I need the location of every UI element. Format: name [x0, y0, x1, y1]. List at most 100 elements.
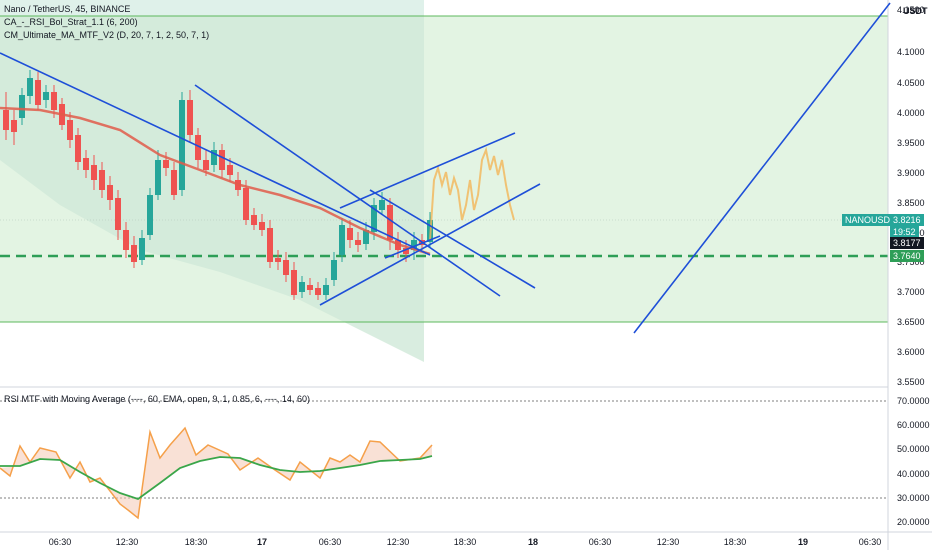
candle-body-50 — [403, 248, 409, 254]
candle-body-33 — [267, 228, 273, 262]
rsi-fill — [0, 428, 432, 518]
channel-line-upper — [339, 132, 516, 209]
price-tick-label: 3.7500 — [897, 257, 925, 267]
channel-cross-line — [369, 189, 536, 289]
indicator-legend-ma[interactable]: CM_Ultimate_MA_MTF_V2 (D, 20, 7, 1, 2, 5… — [4, 30, 210, 40]
time-tick-label: 06:30 — [588, 537, 612, 547]
candle-body-36 — [291, 270, 297, 295]
candle-body-39 — [315, 288, 321, 295]
candle-body-21 — [171, 170, 177, 195]
rsi-tick-label: 40.0000 — [897, 469, 930, 479]
candle-body-41 — [331, 260, 337, 280]
candle-body-18 — [147, 195, 153, 235]
time-tick-label: 18:30 — [184, 537, 208, 547]
candle-body-44 — [355, 240, 361, 245]
candle-body-16 — [131, 245, 137, 262]
time-tick-label: 12:30 — [656, 537, 680, 547]
downtrend-line-upper — [0, 52, 431, 256]
rsi-tick-label: 30.0000 — [897, 493, 930, 503]
price-tick-label: 3.7000 — [897, 287, 925, 297]
candle-body-27 — [219, 150, 225, 170]
candle-body-47 — [379, 200, 385, 210]
price-tick-label: 4.1500 — [897, 5, 925, 15]
time-tick-label: 06:30 — [318, 537, 342, 547]
time-tick-label: 12:30 — [115, 537, 139, 547]
candle-body-48 — [387, 205, 393, 240]
candle-body-34 — [275, 258, 281, 262]
candle-body-1 — [11, 120, 17, 132]
price-tick-label: 3.5500 — [897, 377, 925, 387]
candle-body-19 — [155, 160, 161, 195]
candle-body-43 — [347, 228, 353, 240]
candle-body-8 — [67, 120, 73, 140]
time-tick-label: 18:30 — [723, 537, 747, 547]
moving-average-line — [0, 106, 431, 256]
time-tick-label: 18 — [527, 537, 539, 547]
candle-body-30 — [243, 188, 249, 220]
candle-body-11 — [91, 165, 97, 180]
time-tick-label: 19 — [797, 537, 809, 547]
rsi-tick-label: 60.0000 — [897, 420, 930, 430]
rsi-tick-label: 70.0000 — [897, 396, 930, 406]
candle-body-28 — [227, 165, 233, 175]
candle-body-26 — [211, 150, 217, 165]
symbol-legend[interactable]: Nano / TetherUS, 45, BINANCE — [4, 4, 131, 14]
candle-body-4 — [35, 80, 41, 105]
candle-body-15 — [123, 230, 129, 250]
time-tick-label: 06:30 — [858, 537, 882, 547]
candle-body-31 — [251, 215, 257, 225]
rsi-panel-legend[interactable]: RSI MTF with Moving Average (----, 60, E… — [4, 394, 310, 404]
symbol-price-tag: NANOUSDT — [842, 214, 896, 226]
candle-body-37 — [299, 282, 305, 292]
candle-body-32 — [259, 222, 265, 230]
downtrend-line-lower — [194, 84, 501, 297]
candle-body-12 — [99, 170, 105, 190]
candle-body-20 — [163, 160, 169, 168]
candle-body-14 — [115, 198, 121, 230]
time-tick-label: 18:30 — [453, 537, 477, 547]
price-tick-label: 4.0000 — [897, 108, 925, 118]
price-tick-label: 4.0500 — [897, 78, 925, 88]
forecast-path — [429, 146, 515, 241]
candle-body-24 — [195, 135, 201, 160]
channel-short-line — [384, 235, 441, 259]
price-tick-label: 3.9000 — [897, 168, 925, 178]
candle-body-0 — [3, 110, 9, 130]
candle-body-13 — [107, 185, 113, 200]
candle-body-46 — [371, 205, 377, 232]
channel-line-lower — [319, 183, 541, 306]
level-badge-a: 3.8177 — [890, 237, 924, 249]
candle-body-40 — [323, 285, 329, 295]
currency-label: USDT — [903, 6, 928, 16]
indicator-legend-rsi-bol[interactable]: CA_-_RSI_Bol_Strat_1.1 (6, 200) — [4, 17, 138, 27]
candle-body-9 — [75, 135, 81, 162]
price-tick-label: 3.9500 — [897, 138, 925, 148]
candle-body-42 — [339, 225, 345, 255]
candle-body-35 — [283, 260, 289, 275]
countdown-badge: 19:52 — [890, 226, 919, 238]
rsi-tick-label: 20.0000 — [897, 517, 930, 527]
candle-body-5 — [43, 92, 49, 100]
rsi-tick-label: 50.0000 — [897, 444, 930, 454]
rsi-moving-average — [0, 455, 433, 501]
price-tick-label: 3.8500 — [897, 198, 925, 208]
time-tick-label: 06:30 — [48, 537, 72, 547]
candle-body-22 — [179, 100, 185, 190]
price-tick-label: 3.6500 — [897, 317, 925, 327]
level-badge-b: 3.7640 — [890, 250, 924, 262]
candle-body-2 — [19, 95, 25, 118]
top-band — [0, 0, 424, 16]
time-tick-label: 17 — [256, 537, 268, 547]
candle-body-51 — [411, 240, 417, 250]
candle-body-38 — [307, 285, 313, 290]
candle-body-3 — [27, 78, 33, 96]
candle-body-23 — [187, 100, 193, 135]
candle-body-10 — [83, 158, 89, 170]
price-tick-label: 4.1000 — [897, 47, 925, 57]
candle-body-45 — [363, 230, 369, 244]
price-tick-label: 3.6000 — [897, 347, 925, 357]
candle-body-17 — [139, 238, 145, 260]
candle-body-25 — [203, 160, 209, 170]
rsi-line — [0, 426, 433, 520]
